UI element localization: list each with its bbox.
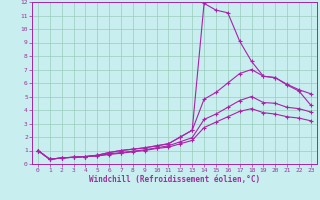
X-axis label: Windchill (Refroidissement éolien,°C): Windchill (Refroidissement éolien,°C) (89, 175, 260, 184)
